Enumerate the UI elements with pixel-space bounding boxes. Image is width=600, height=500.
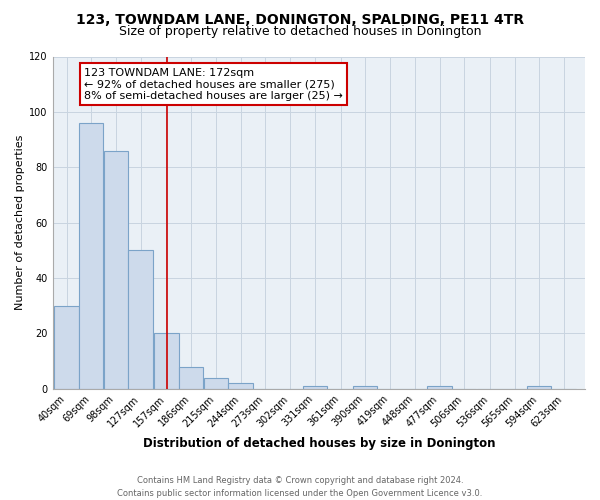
Bar <box>229 384 253 389</box>
Bar <box>54 306 79 389</box>
Bar <box>353 386 377 389</box>
Y-axis label: Number of detached properties: Number of detached properties <box>15 135 25 310</box>
Text: Contains HM Land Registry data © Crown copyright and database right 2024.
Contai: Contains HM Land Registry data © Crown c… <box>118 476 482 498</box>
Bar <box>427 386 452 389</box>
Text: Size of property relative to detached houses in Donington: Size of property relative to detached ho… <box>119 25 481 38</box>
Bar <box>179 366 203 389</box>
X-axis label: Distribution of detached houses by size in Donington: Distribution of detached houses by size … <box>143 437 495 450</box>
Bar <box>128 250 153 389</box>
Text: 123 TOWNDAM LANE: 172sqm
← 92% of detached houses are smaller (275)
8% of semi-d: 123 TOWNDAM LANE: 172sqm ← 92% of detach… <box>84 68 343 101</box>
Bar <box>302 386 327 389</box>
Bar <box>154 334 179 389</box>
Bar <box>79 123 103 389</box>
Bar <box>203 378 228 389</box>
Text: 123, TOWNDAM LANE, DONINGTON, SPALDING, PE11 4TR: 123, TOWNDAM LANE, DONINGTON, SPALDING, … <box>76 12 524 26</box>
Bar <box>527 386 551 389</box>
Bar <box>104 150 128 389</box>
